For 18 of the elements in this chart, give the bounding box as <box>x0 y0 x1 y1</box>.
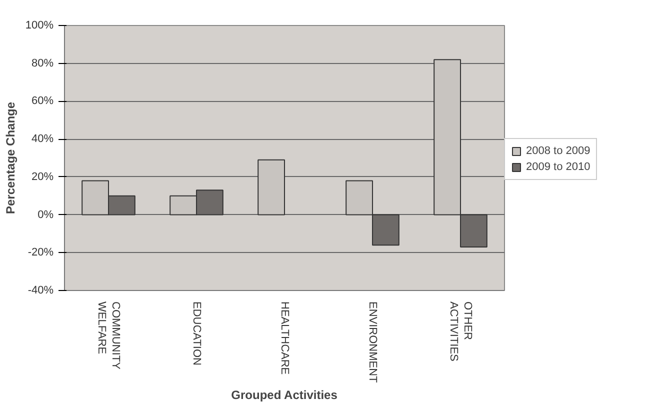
legend-label: 2009 to 2010 <box>526 161 590 173</box>
bar <box>258 159 285 216</box>
y-tick-label: 60% <box>31 95 54 108</box>
x-axis-title: Grouped Activities <box>231 388 338 402</box>
y-tick-label: 40% <box>31 133 54 146</box>
y-tick-label: -20% <box>28 246 54 259</box>
x-tick-label: ENVIRONMENT <box>366 302 378 384</box>
x-tick-label: HEALTHCARE <box>278 302 290 375</box>
y-tick-label: 100% <box>25 20 54 32</box>
y-tick-label: 20% <box>31 170 54 183</box>
y-tick-label: 80% <box>31 57 54 70</box>
y-axis-title: Percentage Change <box>3 102 18 214</box>
y-tick-label: 0% <box>38 208 54 221</box>
y-tick-label: -40% <box>28 284 54 296</box>
x-tick-label: COMMUNITY WELFARE <box>95 302 122 370</box>
x-tick-label: EDUCATION <box>190 302 202 366</box>
x-tick-label: OTHER ACTIVITIES <box>447 302 474 362</box>
legend-label: 2008 to 2009 <box>526 145 590 157</box>
